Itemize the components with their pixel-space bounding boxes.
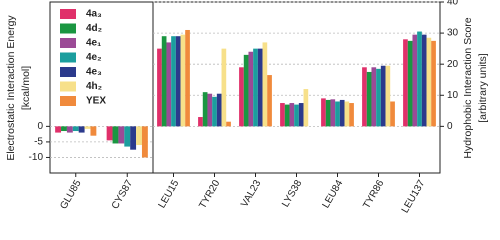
bar xyxy=(239,67,244,127)
bar xyxy=(243,54,249,127)
bar xyxy=(202,92,208,127)
bar xyxy=(376,68,381,127)
bar xyxy=(106,126,113,141)
bar xyxy=(124,126,131,147)
legend-label: 4e₃ xyxy=(86,67,102,78)
bar xyxy=(366,71,372,127)
bar xyxy=(55,126,62,133)
bar xyxy=(185,29,190,127)
x-tick-label: TYR20 xyxy=(197,178,222,211)
legend-label: 4d₂ xyxy=(86,23,102,34)
bar xyxy=(407,40,413,127)
bar xyxy=(349,103,354,127)
bar xyxy=(335,101,340,127)
bar xyxy=(284,104,290,127)
bar xyxy=(257,48,263,127)
y-axis-label: Electrostatic Interaction Energy xyxy=(5,15,17,161)
legend-label: 4h₂ xyxy=(86,81,102,92)
bar xyxy=(294,104,299,127)
y-axis-label: Hydrophobic Interaction Score xyxy=(462,17,474,158)
legend-swatch xyxy=(60,81,76,92)
bar xyxy=(66,126,73,133)
bar xyxy=(78,126,85,133)
legend-label: 4a₃ xyxy=(86,9,102,20)
bar xyxy=(212,96,217,127)
x-tick-label: VAL23 xyxy=(239,178,263,209)
bar xyxy=(289,103,295,127)
bar xyxy=(362,67,367,127)
bar xyxy=(380,65,386,127)
legend-label: 4e₂ xyxy=(86,52,102,63)
bar xyxy=(426,37,432,127)
bar xyxy=(262,42,268,127)
bar xyxy=(421,34,427,127)
bar xyxy=(226,121,231,127)
x-tick-label: GLU85 xyxy=(58,178,84,211)
x-tick-label: LEU15 xyxy=(157,178,182,210)
bar xyxy=(207,93,213,127)
bar xyxy=(298,103,304,127)
y-tick-label: 40 xyxy=(447,0,459,8)
bar xyxy=(267,75,272,127)
bar xyxy=(253,48,258,127)
bar xyxy=(344,101,350,127)
legend-swatch xyxy=(60,9,76,19)
y-axis-label: [arbitrary units] xyxy=(477,53,489,123)
bar xyxy=(198,117,203,127)
bar xyxy=(136,126,142,146)
legend-swatch xyxy=(60,67,76,77)
y-tick-label: 10 xyxy=(447,90,459,101)
bar xyxy=(417,31,422,127)
bar xyxy=(61,126,67,132)
bar xyxy=(303,89,309,127)
bar xyxy=(90,126,97,136)
bar xyxy=(412,34,418,127)
legend-swatch xyxy=(60,52,76,63)
chart: -10 -5 0 Electrostatic Interaction Energy [k… xyxy=(5,0,489,215)
bar xyxy=(321,98,326,127)
bar xyxy=(390,101,395,127)
y-tick-label: 0 xyxy=(37,121,43,132)
bar xyxy=(385,65,391,127)
x-tick-label: LYS38 xyxy=(280,178,304,209)
bar xyxy=(112,126,119,144)
y-tick-label: 0 xyxy=(447,121,453,132)
legend-label: YEX xyxy=(86,96,106,107)
bar xyxy=(72,126,79,132)
bar xyxy=(161,36,167,127)
bar xyxy=(175,36,181,127)
bar xyxy=(141,126,148,158)
legend-swatch xyxy=(60,23,76,34)
bar xyxy=(371,67,377,127)
bar xyxy=(403,39,408,127)
bar xyxy=(130,126,137,150)
bar xyxy=(339,99,345,127)
bar xyxy=(216,93,222,127)
x-tick-label: CYS87 xyxy=(110,178,136,211)
bar xyxy=(280,103,285,127)
bar xyxy=(118,126,125,144)
y-tick-label: -5 xyxy=(34,137,43,148)
bar xyxy=(431,40,436,127)
bar xyxy=(325,99,331,127)
bar xyxy=(157,48,162,127)
bar xyxy=(166,42,172,127)
bar xyxy=(180,34,186,127)
x-tick-label: LEU137 xyxy=(400,178,428,215)
bar xyxy=(330,99,336,127)
legend-label: 4e₁ xyxy=(86,38,101,49)
x-tick-label: TYR86 xyxy=(361,178,386,211)
y-tick-label: 30 xyxy=(447,28,459,39)
bar xyxy=(171,36,176,127)
y-axis-label: [kcal/mol] xyxy=(20,66,32,110)
y-tick-label: 20 xyxy=(447,59,459,70)
bar xyxy=(248,51,254,127)
legend-swatch xyxy=(60,38,76,48)
bar xyxy=(84,126,91,129)
bar xyxy=(221,48,227,127)
y-tick-label: -10 xyxy=(29,152,44,163)
x-tick-label: LEU84 xyxy=(321,178,346,210)
legend-swatch xyxy=(60,96,76,106)
